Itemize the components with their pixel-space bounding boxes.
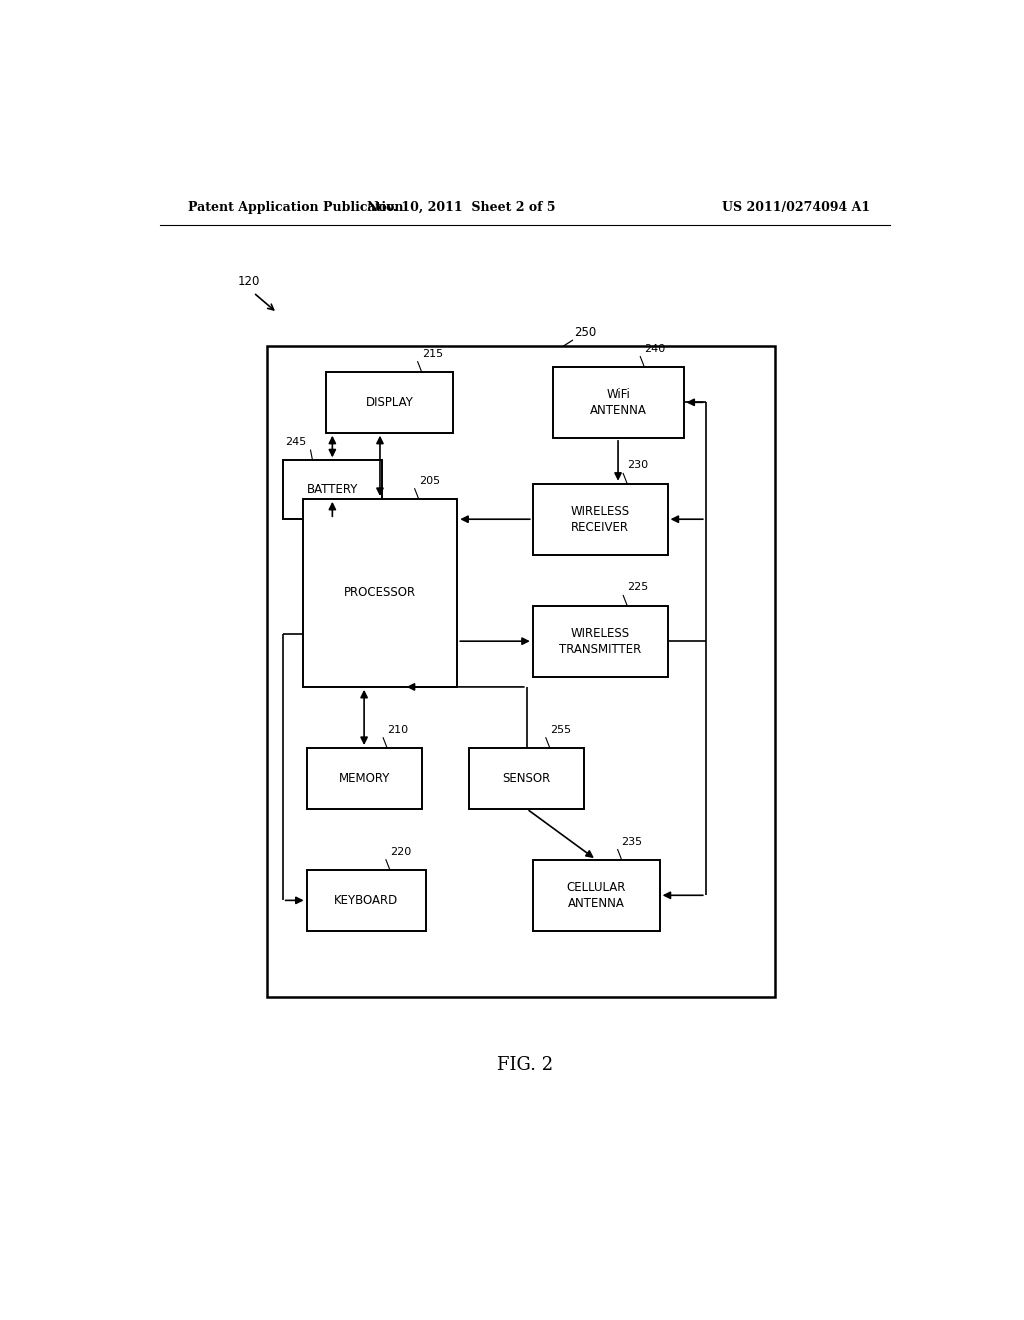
Bar xyxy=(532,606,668,677)
Text: FIG. 2: FIG. 2 xyxy=(497,1056,553,1074)
Bar xyxy=(327,372,454,433)
Bar xyxy=(267,346,775,997)
Text: 120: 120 xyxy=(238,276,260,289)
Text: 235: 235 xyxy=(622,837,643,846)
Text: KEYBOARD: KEYBOARD xyxy=(334,894,398,907)
Text: WIRELESS
RECEIVER: WIRELESS RECEIVER xyxy=(570,504,630,533)
Text: BATTERY: BATTERY xyxy=(306,483,358,496)
Text: 250: 250 xyxy=(574,326,596,339)
Text: 230: 230 xyxy=(627,461,648,470)
Text: 245: 245 xyxy=(286,437,306,447)
Text: 220: 220 xyxy=(390,846,412,857)
Bar xyxy=(532,859,659,931)
Text: 215: 215 xyxy=(422,348,442,359)
Text: US 2011/0274094 A1: US 2011/0274094 A1 xyxy=(722,201,870,214)
Text: WIRELESS
TRANSMITTER: WIRELESS TRANSMITTER xyxy=(559,627,641,656)
Bar xyxy=(306,748,422,809)
Bar xyxy=(303,499,458,686)
Bar xyxy=(553,367,684,438)
Text: 255: 255 xyxy=(550,725,571,735)
Text: CELLULAR
ANTENNA: CELLULAR ANTENNA xyxy=(566,880,626,909)
Text: SENSOR: SENSOR xyxy=(503,772,551,785)
Text: MEMORY: MEMORY xyxy=(338,772,390,785)
Bar xyxy=(532,483,668,554)
Text: DISPLAY: DISPLAY xyxy=(366,396,414,409)
Bar xyxy=(306,870,426,931)
Text: 225: 225 xyxy=(627,582,648,593)
Text: Patent Application Publication: Patent Application Publication xyxy=(187,201,403,214)
Bar xyxy=(283,461,382,519)
Text: Nov. 10, 2011  Sheet 2 of 5: Nov. 10, 2011 Sheet 2 of 5 xyxy=(367,201,556,214)
Text: 240: 240 xyxy=(644,343,666,354)
Text: PROCESSOR: PROCESSOR xyxy=(344,586,416,599)
Text: 205: 205 xyxy=(419,475,439,486)
Text: WiFi
ANTENNA: WiFi ANTENNA xyxy=(590,388,646,417)
Bar xyxy=(469,748,585,809)
Text: 210: 210 xyxy=(387,725,409,735)
